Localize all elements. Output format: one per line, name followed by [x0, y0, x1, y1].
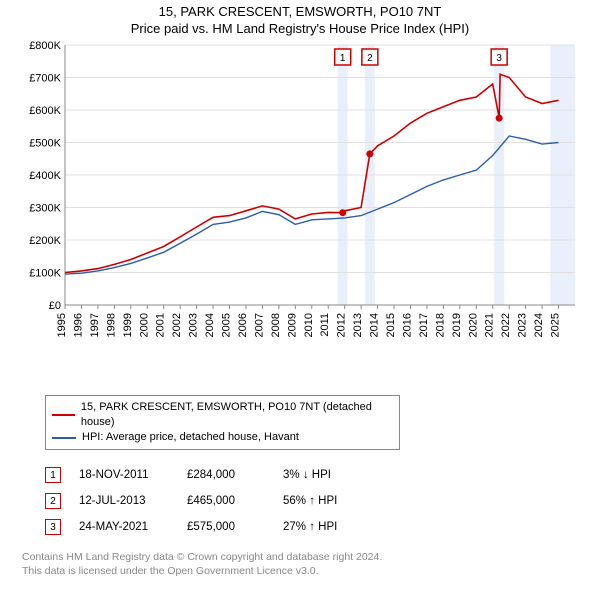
transaction-date: 12-JUL-2013 — [79, 495, 169, 507]
svg-text:2008: 2008 — [270, 313, 282, 337]
legend-swatch-hpi — [52, 437, 76, 439]
chart-title: 15, PARK CRESCENT, EMSWORTH, PO10 7NT — [0, 0, 600, 19]
price-chart-svg: £0 £100K £200K £300K £400K £500K £600K £700K £80… — [20, 40, 580, 350]
chart-area: £0 £100K £200K £300K £400K £500K £600K £700K £80… — [20, 40, 580, 350]
transaction-price: £575,000 — [187, 521, 265, 533]
svg-text:2: 2 — [367, 53, 373, 64]
legend-label-property: 15, PARK CRESCENT, EMSWORTH, PO10 7NT (d… — [81, 400, 393, 430]
svg-text:2011: 2011 — [319, 313, 331, 337]
svg-text:2020: 2020 — [467, 313, 479, 337]
svg-text:1998: 1998 — [105, 313, 117, 337]
svg-text:2004: 2004 — [204, 313, 216, 337]
legend-item-property: 15, PARK CRESCENT, EMSWORTH, PO10 7NT (d… — [52, 400, 393, 430]
svg-text:£400K: £400K — [29, 170, 61, 182]
svg-text:2010: 2010 — [303, 313, 315, 337]
transaction-price: £465,000 — [187, 495, 265, 507]
svg-text:3: 3 — [496, 53, 502, 64]
svg-text:£700K: £700K — [29, 73, 61, 85]
svg-text:2018: 2018 — [434, 313, 446, 337]
transaction-marker-3: 3 — [45, 519, 61, 535]
svg-text:£800K: £800K — [29, 40, 61, 52]
chart-page: 15, PARK CRESCENT, EMSWORTH, PO10 7NT Pr… — [0, 0, 600, 590]
svg-text:2025: 2025 — [550, 313, 562, 337]
svg-text:2024: 2024 — [533, 313, 545, 337]
svg-text:2009: 2009 — [286, 313, 298, 337]
transaction-date: 24-MAY-2021 — [79, 521, 169, 533]
svg-text:1995: 1995 — [56, 313, 68, 337]
svg-text:1996: 1996 — [72, 313, 84, 337]
svg-text:2012: 2012 — [336, 313, 348, 337]
transaction-marker-1: 1 — [45, 467, 61, 483]
svg-text:2005: 2005 — [221, 313, 233, 337]
transaction-marker-2: 2 — [45, 493, 61, 509]
footer-line-2: This data is licensed under the Open Gov… — [22, 564, 600, 578]
transaction-hpi: 56% ↑ HPI — [283, 495, 373, 507]
transaction-row: 1 18-NOV-2011 £284,000 3% ↓ HPI — [45, 462, 600, 488]
legend-label-hpi: HPI: Average price, detached house, Hava… — [82, 430, 299, 445]
svg-text:2007: 2007 — [253, 313, 265, 337]
footer-attribution: Contains HM Land Registry data © Crown c… — [22, 550, 600, 578]
transaction-date: 18-NOV-2011 — [79, 469, 169, 481]
svg-text:2021: 2021 — [484, 313, 496, 337]
svg-text:£0: £0 — [49, 300, 61, 312]
svg-text:2023: 2023 — [517, 313, 529, 337]
svg-text:1999: 1999 — [122, 313, 134, 337]
svg-text:£100K: £100K — [29, 268, 61, 280]
transaction-hpi: 3% ↓ HPI — [283, 469, 373, 481]
svg-text:2013: 2013 — [352, 313, 364, 337]
svg-text:2003: 2003 — [188, 313, 200, 337]
svg-text:1997: 1997 — [89, 313, 101, 337]
svg-text:2022: 2022 — [500, 313, 512, 337]
svg-text:2014: 2014 — [369, 313, 381, 337]
svg-text:2015: 2015 — [385, 313, 397, 337]
legend: 15, PARK CRESCENT, EMSWORTH, PO10 7NT (d… — [45, 395, 400, 450]
legend-item-hpi: HPI: Average price, detached house, Hava… — [52, 430, 393, 445]
transaction-table: 1 18-NOV-2011 £284,000 3% ↓ HPI 2 12-JUL… — [45, 462, 600, 540]
transaction-row: 3 24-MAY-2021 £575,000 27% ↑ HPI — [45, 514, 600, 540]
svg-text:£600K: £600K — [29, 105, 61, 117]
svg-text:2006: 2006 — [237, 313, 249, 337]
svg-text:2001: 2001 — [155, 313, 167, 337]
transaction-price: £284,000 — [187, 469, 265, 481]
svg-text:2017: 2017 — [418, 313, 430, 337]
transaction-row: 2 12-JUL-2013 £465,000 56% ↑ HPI — [45, 488, 600, 514]
legend-swatch-property — [52, 414, 75, 416]
chart-subtitle: Price paid vs. HM Land Registry's House … — [0, 19, 600, 40]
svg-text:£500K: £500K — [29, 138, 61, 150]
svg-text:1: 1 — [340, 53, 346, 64]
svg-text:£300K: £300K — [29, 203, 61, 215]
svg-text:2019: 2019 — [451, 313, 463, 337]
svg-text:2016: 2016 — [401, 313, 413, 337]
svg-text:2002: 2002 — [171, 313, 183, 337]
svg-text:2000: 2000 — [138, 313, 150, 337]
footer-line-1: Contains HM Land Registry data © Crown c… — [22, 550, 600, 564]
svg-text:£200K: £200K — [29, 235, 61, 247]
transaction-hpi: 27% ↑ HPI — [283, 521, 373, 533]
